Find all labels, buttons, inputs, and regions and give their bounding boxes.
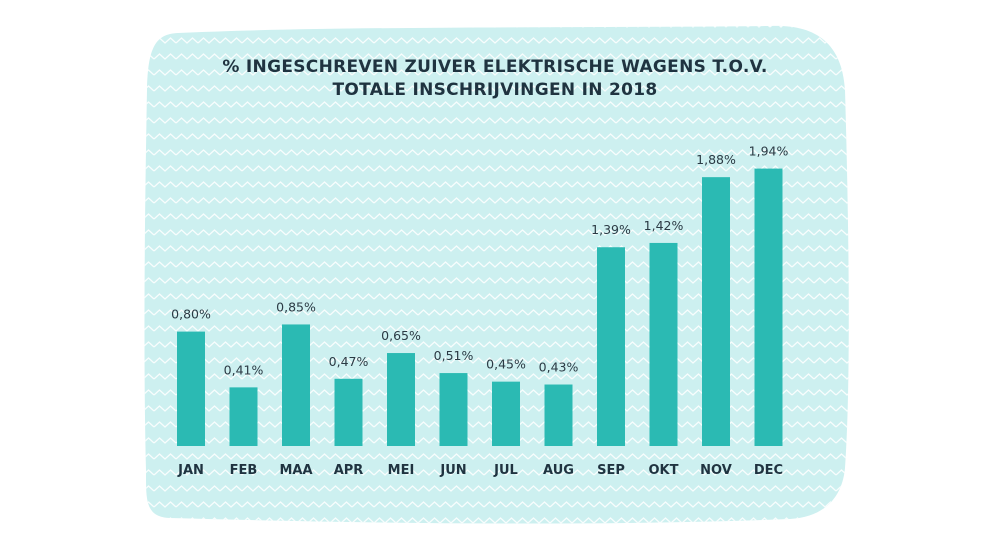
zigzag-texture bbox=[144, 25, 849, 524]
bar-jan bbox=[177, 331, 205, 446]
category-label-apr: APR bbox=[334, 463, 364, 478]
value-labels-group: 0,80% 0,41% 0,85% 0,47% 0,65% 0,51% 0,45% 0,43%… bbox=[171, 144, 788, 378]
value-label-nov: 1,88% bbox=[696, 152, 736, 167]
category-labels-group: JAN FEB MAA APR MEI JUN JUL AUG SEP OKT NOV DEC bbox=[177, 463, 783, 478]
category-label-okt: OKT bbox=[649, 463, 679, 478]
category-label-feb: FEB bbox=[230, 463, 258, 478]
bar-jul bbox=[492, 381, 520, 446]
bar-nov bbox=[702, 177, 730, 446]
category-label-jun: JUN bbox=[439, 463, 466, 478]
value-label-okt: 1,42% bbox=[644, 218, 684, 233]
bar-sep bbox=[597, 247, 625, 446]
bar-feb bbox=[229, 387, 258, 446]
value-label-apr: 0,47% bbox=[329, 354, 369, 369]
value-label-jul: 0,45% bbox=[486, 357, 526, 372]
bar-okt bbox=[649, 242, 678, 446]
category-label-jan: JAN bbox=[177, 463, 204, 478]
bar-aug bbox=[544, 384, 573, 446]
value-label-dec: 1,94% bbox=[749, 144, 789, 159]
value-label-jun: 0,51% bbox=[434, 348, 474, 363]
bar-apr bbox=[334, 378, 363, 446]
value-label-aug: 0,43% bbox=[539, 360, 579, 375]
bar-jun bbox=[439, 373, 468, 446]
bar-dec bbox=[754, 168, 783, 446]
chart-title-line-1: % INGESCHREVEN ZUIVER ELEKTRISCHE WAGENS… bbox=[222, 57, 767, 77]
value-label-jan: 0,80% bbox=[171, 307, 211, 322]
value-label-mei: 0,65% bbox=[381, 328, 421, 343]
chart-title-line-2: TOTALE INSCHRIJVINGEN IN 2018 bbox=[333, 80, 658, 100]
category-label-mei: MEI bbox=[388, 463, 415, 478]
value-label-sep: 1,39% bbox=[591, 222, 631, 237]
category-label-sep: SEP bbox=[597, 463, 625, 478]
category-label-jul: JUL bbox=[493, 463, 518, 478]
category-label-nov: NOV bbox=[700, 463, 732, 478]
bars-group bbox=[177, 168, 783, 446]
value-label-maa: 0,85% bbox=[276, 299, 316, 314]
value-label-feb: 0,41% bbox=[224, 362, 264, 377]
category-label-dec: DEC bbox=[754, 463, 783, 478]
bar-mei bbox=[387, 353, 415, 446]
category-label-aug: AUG bbox=[543, 463, 574, 478]
bar-maa bbox=[282, 324, 310, 446]
category-label-maa: MAA bbox=[279, 463, 312, 478]
